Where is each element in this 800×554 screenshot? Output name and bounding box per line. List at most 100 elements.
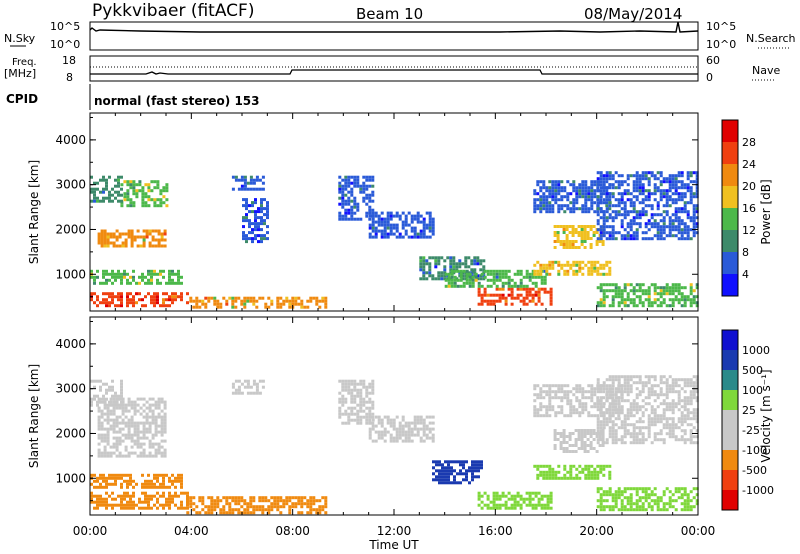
velocity-cell [599,426,603,430]
velocity-cell [114,476,117,480]
power-colorbar-segment [722,208,738,230]
velocity-cell [318,499,322,503]
power-cell [548,192,552,196]
velocity-cell [249,385,253,389]
power-cell [659,301,663,305]
velocity-cell [593,476,597,480]
velocity-cell [653,408,657,412]
power-cell [129,180,133,184]
power-cell [368,193,372,197]
velocity-cell [225,499,229,503]
velocity-cell [111,379,114,383]
power-cell [437,259,441,263]
power-cell [689,201,693,205]
velocity-cell [590,399,594,403]
power-cell [659,286,663,290]
power-cell [132,304,135,308]
velocity-cell [96,379,99,383]
power-cell [605,216,609,220]
power-cell [545,269,549,273]
power-cell [575,272,579,276]
power-cell [617,201,621,205]
power-cell [324,302,328,306]
power-cell [148,232,152,236]
velocity-cell [662,408,666,412]
power-cell [341,217,345,221]
power-cell [90,199,93,203]
power-region-2 [477,287,553,306]
power-cell [416,220,420,224]
velocity-cell [246,379,250,383]
velocity-cell [294,502,298,506]
power-cell [605,204,609,208]
velocity-cell [103,433,107,437]
power-cell [647,183,651,187]
velocity-cell [668,402,672,406]
velocity-cell [261,499,265,503]
power-cell [288,302,292,306]
power-cell [126,301,129,305]
velocity-cell [605,490,609,494]
power-cell [562,228,566,231]
power-cell [605,237,609,241]
power-cell [565,228,569,231]
velocity-cell [148,430,152,434]
power-cell [501,284,505,288]
velocity-cell [602,493,606,497]
velocity-cell [605,387,609,391]
velocity-cell [560,411,564,415]
velocity-cell [142,433,146,437]
velocity-cell [228,502,232,506]
velocity-cell [168,494,171,498]
velocity-colorbar-frame [721,329,739,511]
velocity-cell [432,460,435,464]
velocity-cell [103,439,107,443]
power-cell [539,189,543,193]
power-cell [686,183,690,187]
velocity-cell [605,393,609,397]
velocity-cell [557,464,561,468]
power-cell [392,214,396,218]
power-cell [492,302,496,306]
power-cell [353,175,357,179]
power-cell [549,296,553,300]
velocity-cell [542,390,546,394]
velocity-cell [404,433,408,437]
velocity-cell [599,467,603,471]
power-cell [632,237,636,241]
power-cell [554,201,558,205]
power-cell [103,238,107,242]
velocity-cell [695,499,699,503]
velocity-cell [121,409,125,413]
power-cell [389,214,393,218]
power-cell [389,211,393,215]
velocity-cell [659,381,663,385]
velocity-cell [150,494,153,498]
power-cell [641,283,645,287]
velocity-cell [126,485,129,489]
power-cell [545,263,549,267]
velocity-cell [563,476,567,480]
power-cell [617,292,621,296]
velocity-cell [213,499,217,503]
velocity-cell [539,414,543,418]
velocity-cell [350,391,354,395]
velocity-cell [611,493,615,497]
velocity-cell [617,384,621,388]
power-cell [401,226,405,230]
power-cell [632,201,636,205]
velocity-cell [102,479,105,483]
power-cell [692,225,696,229]
velocity-cell [578,384,582,388]
power-cell [242,237,245,241]
velocity-cell [114,394,117,398]
power-cell [492,278,496,282]
power-cell [602,174,606,178]
power-cell [674,228,678,232]
power-cell [584,263,588,267]
power-cell [474,275,478,279]
velocity-cell [596,402,600,406]
power-cell [260,234,263,238]
power-cell [623,204,627,208]
